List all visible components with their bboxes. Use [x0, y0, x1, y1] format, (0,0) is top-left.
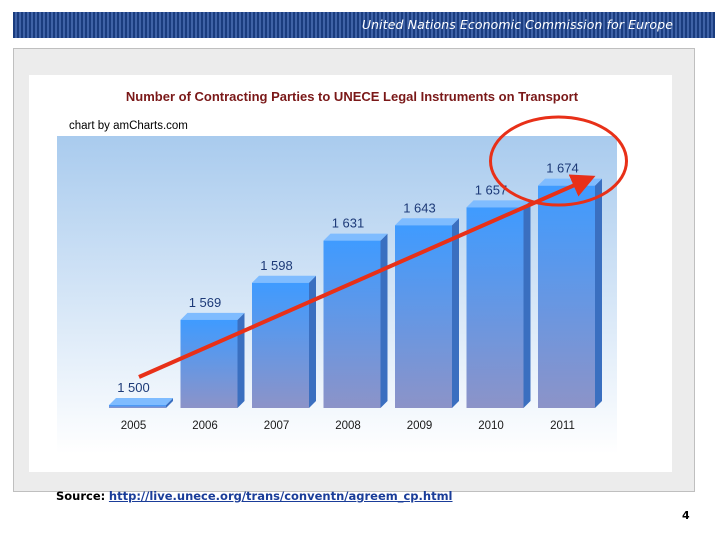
x-tick-label: 2010 — [478, 420, 504, 432]
bar-2008 — [323, 233, 388, 408]
value-label: 1 569 — [189, 295, 222, 310]
bar-top — [109, 398, 173, 405]
bar-2011 — [538, 178, 602, 408]
value-label: 1 674 — [546, 161, 579, 176]
bar-front — [180, 319, 238, 408]
bar-side — [452, 218, 459, 408]
bar-side — [380, 233, 388, 408]
trend-arrow — [138, 174, 596, 379]
value-label: 1 500 — [117, 380, 150, 395]
bar-side — [595, 178, 602, 408]
bar-top — [252, 275, 316, 283]
source-link[interactable]: http://live.unece.org/trans/conventn/agr… — [108, 489, 453, 503]
page-number: 4 — [682, 509, 690, 522]
highlight-circle — [489, 115, 628, 207]
bar-2006 — [180, 312, 245, 408]
x-tick-label: 2008 — [335, 420, 361, 432]
bar-side — [309, 275, 316, 408]
source-line: Source: http://live.unece.org/trans/conv… — [56, 489, 453, 503]
header-bar: United Nations Economic Commission for E… — [13, 12, 715, 38]
bar-side — [237, 312, 245, 408]
bar-2009 — [395, 218, 459, 408]
bar-top — [538, 178, 602, 186]
bar-top — [180, 312, 245, 320]
bar-top — [395, 218, 459, 226]
bar-top — [466, 200, 531, 208]
bar-front — [323, 240, 381, 408]
bar-side — [523, 200, 531, 408]
x-tick-label: 2007 — [264, 420, 290, 432]
bar-2005 — [109, 398, 173, 408]
bar-top — [323, 233, 388, 241]
value-label: 1 598 — [260, 258, 293, 273]
source-label: Source: — [56, 489, 106, 503]
bar-front — [395, 225, 452, 408]
value-label: 1 657 — [475, 182, 508, 197]
bar-front — [538, 185, 595, 408]
bar-side — [166, 398, 173, 408]
bar-front — [109, 405, 166, 408]
bar-2010 — [466, 200, 531, 408]
chart-credit: chart by amCharts.com — [69, 120, 188, 132]
value-label: 1 631 — [332, 216, 365, 231]
value-label: 1 643 — [403, 200, 436, 215]
x-tick-label: 2009 — [407, 420, 433, 432]
bar-2007 — [252, 275, 316, 408]
header-title: United Nations Economic Commission for E… — [361, 17, 673, 32]
chart-title: Number of Contracting Parties to UNECE L… — [126, 89, 579, 104]
x-tick-label: 2011 — [550, 420, 575, 432]
bar-front — [252, 282, 309, 408]
x-tick-label: 2006 — [192, 420, 218, 432]
x-tick-label: 2005 — [121, 420, 147, 432]
bar-front — [466, 207, 524, 408]
